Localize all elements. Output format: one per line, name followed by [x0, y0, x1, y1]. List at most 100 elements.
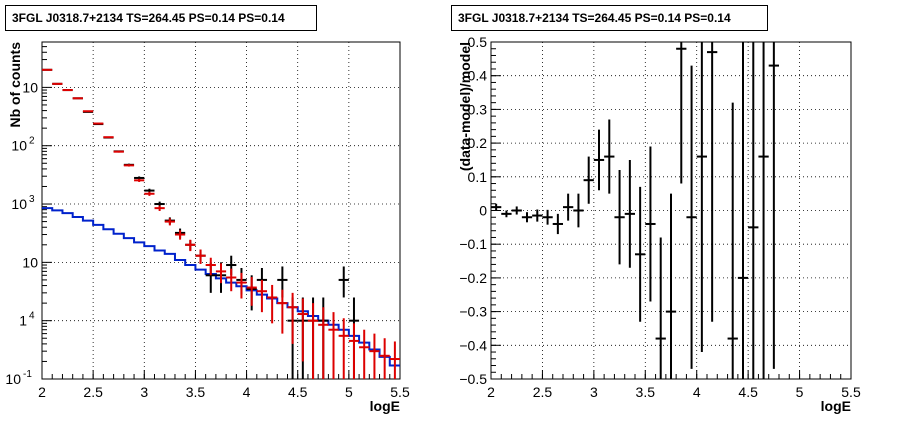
right-residual-point — [686, 65, 697, 369]
right-y-tick-label: −0.4 — [459, 337, 487, 353]
right-residual-point — [655, 237, 666, 379]
left-plot-area — [42, 68, 400, 379]
left-model-point — [318, 307, 329, 379]
right-x-tick-label: 3.5 — [636, 384, 656, 400]
left-model-point — [338, 318, 349, 379]
right-y-tick-label: 0.4 — [468, 68, 488, 84]
right-residual-point — [748, 42, 759, 379]
left-model-point — [144, 191, 155, 196]
left-model-point — [297, 298, 308, 362]
left-x-tick-label: 3.5 — [186, 384, 206, 400]
right-x-tick-label: 5.5 — [841, 384, 861, 400]
right-residual-point — [532, 209, 543, 222]
left-x-tick-labels: 2 2.5 3 3.5 4 4.5 5 5.5 — [38, 384, 410, 400]
left-model-point — [236, 272, 247, 299]
right-residual-point — [604, 119, 615, 194]
right-residual-point — [624, 159, 635, 268]
left-y-tick-label: 10 — [22, 254, 38, 270]
left-model-point — [328, 312, 339, 379]
left-model-point — [359, 329, 370, 379]
left-model-point — [256, 279, 268, 313]
left-x-tick-label: 4 — [243, 384, 251, 400]
right-y-axis-label: (data-model)/model — [457, 42, 473, 171]
left-x-tick-label: 2 — [38, 384, 46, 400]
left-model-point — [287, 292, 298, 344]
left-model-point — [62, 89, 73, 92]
right-residual-point — [593, 129, 605, 191]
left-x-tick-label: 4.5 — [288, 384, 308, 400]
left-y-tick-exponent: 4 — [29, 311, 35, 322]
right-y-tick-labels: −0.5 −0.4 −0.3 −0.2 −0.1 0 0.1 0.2 0.3 0.4 0.5 — [459, 34, 487, 387]
right-residual-point — [635, 186, 646, 322]
right-y-tick-label: 0.5 — [468, 34, 488, 50]
left-model-point — [195, 249, 206, 264]
right-residual-point — [696, 42, 707, 353]
left-y-tick-label: 10 — [22, 79, 38, 95]
left-model-point — [154, 205, 165, 211]
left-y-tick-label: 10 — [5, 371, 21, 387]
left-model-point — [307, 303, 319, 379]
left-grid — [41, 41, 401, 380]
left-plot-frame — [41, 41, 401, 380]
chart-title-left: 3FGL J0318.7+2134 TS=264.45 PS=0.14 PS=0… — [5, 5, 317, 31]
right-residual-point — [511, 206, 522, 215]
right-chart: 2 2.5 3 3.5 4 4.5 5 5.5 −0.5 −0.4 −0.3 −0.2 −0.1 0 0.… — [457, 34, 861, 414]
left-model-point — [267, 284, 278, 324]
left-x-tick-label: 3 — [140, 384, 148, 400]
left-model-point — [348, 323, 360, 379]
left-model-point — [113, 150, 124, 153]
right-y-tick-label: 0.2 — [468, 135, 488, 151]
left-y-tick-exponent: 3 — [29, 194, 35, 205]
left-y-tick-exponent: 2 — [29, 136, 35, 147]
left-x-axis-label: logE — [370, 398, 400, 414]
right-residual-point — [552, 213, 563, 235]
left-model-point — [72, 97, 83, 100]
left-model-point — [246, 277, 257, 306]
right-y-tick-label: −0.5 — [459, 371, 487, 387]
left-model-point — [205, 257, 216, 276]
right-residual-point — [501, 210, 512, 218]
right-x-tick-label: 5 — [796, 384, 804, 400]
left-model-point — [369, 333, 380, 379]
right-residual-point — [665, 193, 677, 379]
left-y-tick-label: 1 — [19, 313, 27, 329]
right-residual-point — [737, 42, 749, 379]
left-model-point — [82, 110, 94, 113]
right-residual-point — [614, 170, 625, 265]
right-y-tick-label: 0 — [479, 203, 487, 219]
right-residual-point — [542, 209, 553, 225]
right-y-tick-label: −0.3 — [459, 304, 487, 320]
left-y-tick-label: 10 — [11, 196, 27, 212]
right-x-tick-label: 3 — [590, 384, 598, 400]
left-model-point — [103, 136, 114, 139]
left-model-point — [185, 239, 196, 252]
right-residual-point — [707, 42, 718, 322]
right-y-tick-label: −0.1 — [459, 236, 487, 252]
left-model-point — [93, 122, 104, 125]
right-y-tick-label: 0.1 — [468, 169, 488, 185]
right-x-tick-label: 4.5 — [738, 384, 758, 400]
right-residual-point — [758, 42, 769, 379]
left-y-tick-label: 10 — [11, 138, 27, 154]
right-x-tick-label: 4 — [693, 384, 701, 400]
right-residual-point — [768, 42, 779, 369]
left-y-axis-label: Nb of counts — [7, 42, 23, 128]
right-y-tick-label: −0.2 — [459, 270, 487, 286]
right-residual-point — [676, 42, 687, 184]
left-model-point — [123, 164, 135, 167]
left-model-point — [226, 268, 237, 292]
left-model-point — [215, 263, 227, 284]
left-model-point — [174, 230, 186, 240]
right-residual-point — [727, 102, 738, 379]
left-x-tick-label: 2.5 — [83, 384, 103, 400]
left-model-point — [277, 289, 288, 334]
right-residual-point — [491, 203, 502, 211]
right-x-tick-labels: 2 2.5 3 3.5 4 4.5 5 5.5 — [487, 384, 861, 400]
left-model-point — [164, 218, 175, 226]
left-x-tick-label: 5.5 — [390, 384, 410, 400]
right-x-tick-label: 2 — [487, 384, 495, 400]
right-residual-point — [573, 193, 584, 228]
right-residual-point — [521, 212, 533, 223]
